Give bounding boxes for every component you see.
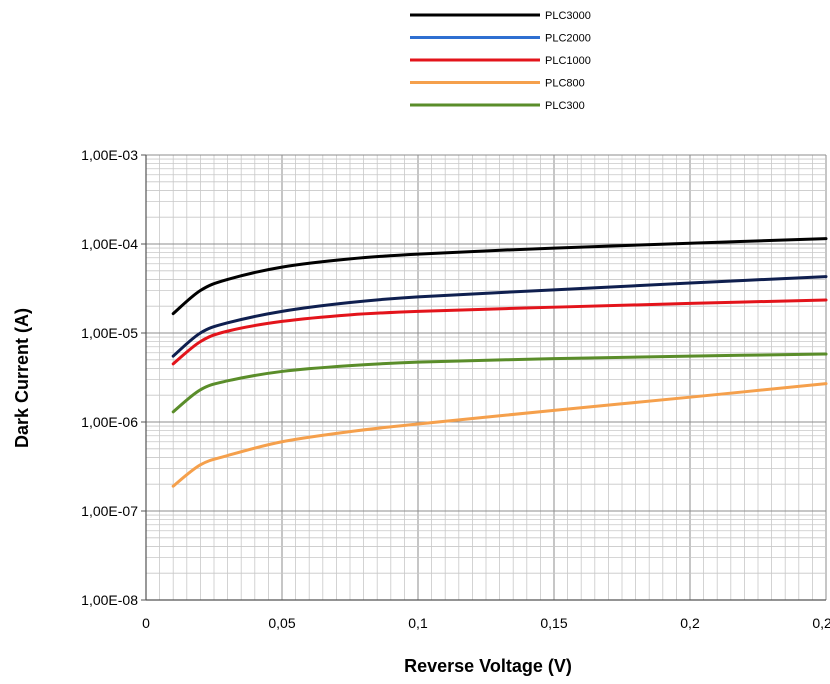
axes: 1,00E-08 1,00E-07 1,00E-06 1,00E-05 1,00E-04…	[81, 147, 830, 631]
y-tick-label: 1,00E-06	[81, 414, 138, 430]
y-tick-label: 1,00E-07	[81, 503, 138, 519]
legend: PLC3000 PLC2000 PLC1000 PLC800 PLC300	[410, 10, 591, 112]
series-lines	[171, 237, 828, 488]
legend-label-plc800: PLC800	[545, 78, 585, 90]
x-tick-label: 0,2	[680, 615, 700, 631]
series-line-plc800	[171, 382, 828, 488]
legend-label-plc2000: PLC2000	[545, 33, 591, 45]
x-tick-label: 0	[142, 615, 150, 631]
legend-label-plc3000: PLC3000	[545, 10, 591, 22]
y-axis-title: Dark Current (A)	[12, 308, 32, 448]
y-tick-label: 1,00E-05	[81, 325, 138, 341]
x-tick-label: 0,05	[268, 615, 295, 631]
x-tick-label: 0,15	[540, 615, 567, 631]
x-axis-title: Reverse Voltage (V)	[404, 656, 572, 676]
series-line-plc3000	[171, 237, 828, 316]
grid	[145, 154, 827, 601]
series-line-plc300	[171, 352, 828, 414]
series-line-plc2000	[171, 275, 828, 358]
y-tick-label: 1,00E-08	[81, 592, 138, 608]
y-tick-label: 1,00E-04	[81, 236, 138, 252]
x-tick-label: 0,25	[812, 615, 830, 631]
legend-label-plc1000: PLC1000	[545, 55, 591, 67]
legend-label-plc300: PLC300	[545, 100, 585, 112]
series-line-plc1000	[171, 298, 828, 366]
x-tick-label: 0,1	[408, 615, 428, 631]
y-tick-label: 1,00E-03	[81, 147, 138, 163]
